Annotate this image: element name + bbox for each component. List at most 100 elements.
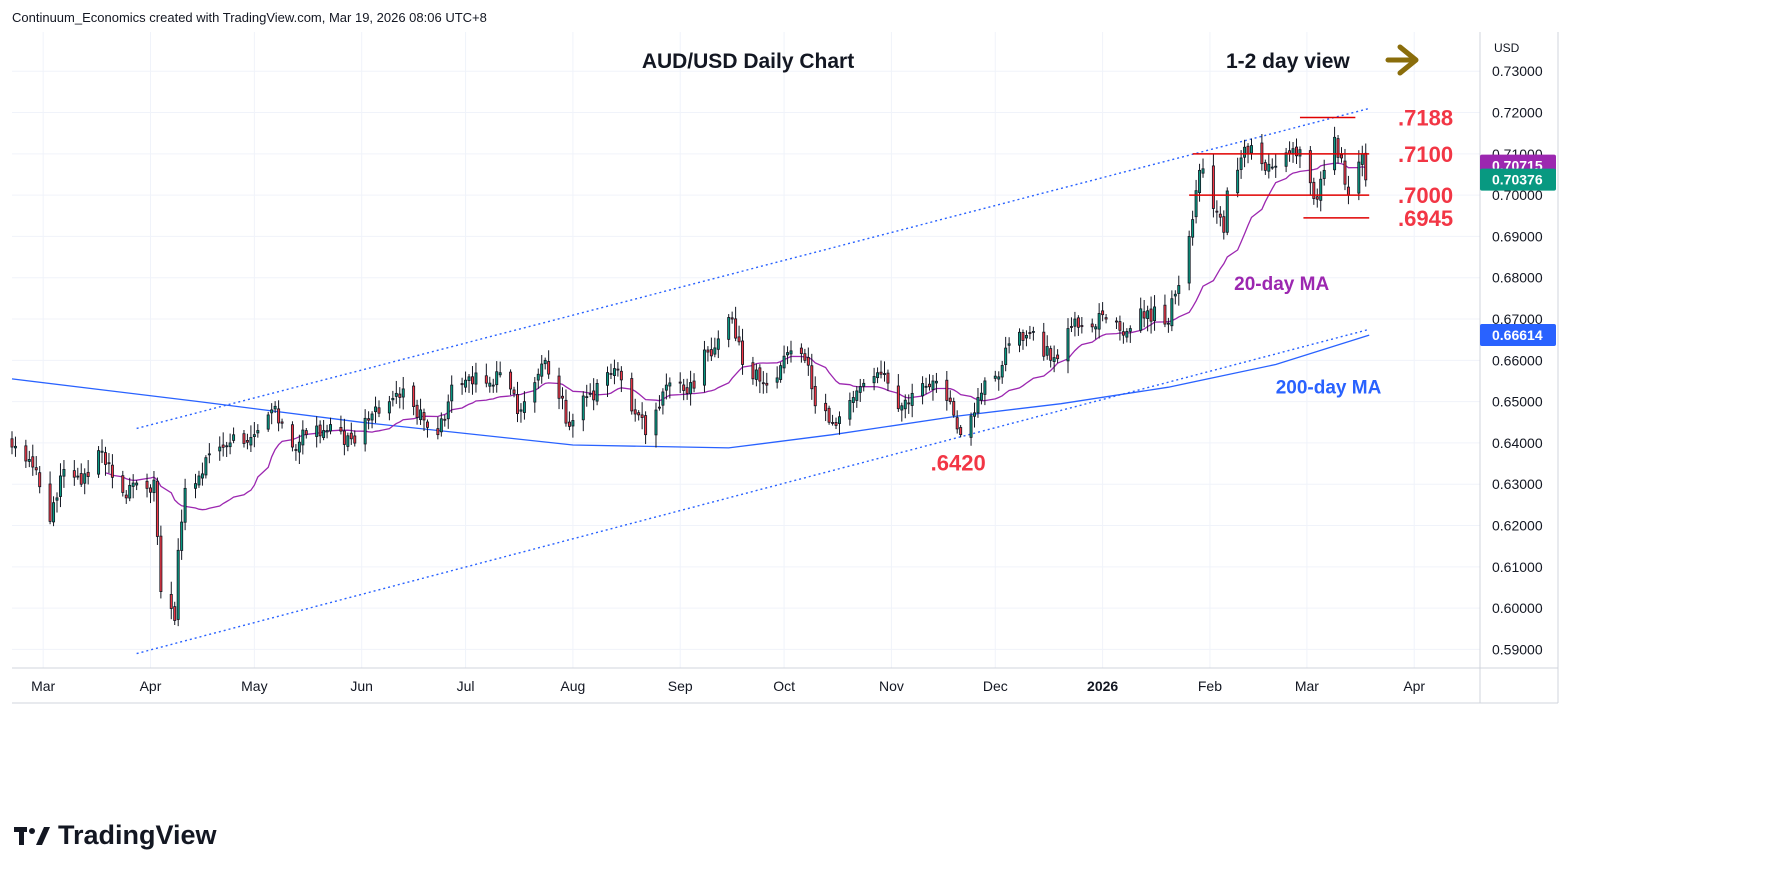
ma20-label: 20-day MA xyxy=(1234,274,1329,295)
candle-down xyxy=(24,445,28,462)
candle-up xyxy=(252,434,256,437)
candle-up xyxy=(176,549,180,620)
candle-up xyxy=(786,352,790,356)
candle-down xyxy=(277,408,281,424)
candle-down xyxy=(592,390,596,401)
candle-up xyxy=(1024,335,1028,339)
candle-down xyxy=(959,427,963,436)
candle-down xyxy=(640,414,644,418)
candle-up xyxy=(838,416,841,424)
candle-down xyxy=(803,353,807,361)
y-tick-label: 0.61000 xyxy=(1492,559,1543,575)
candle-up xyxy=(1198,169,1202,194)
price-chart[interactable]: 0.730000.720000.710000.700000.690000.680… xyxy=(0,0,1778,800)
candle-down xyxy=(1346,186,1350,196)
plot-area xyxy=(12,32,1480,668)
candle-up xyxy=(1270,166,1274,169)
candle-up xyxy=(401,388,405,398)
candle-up xyxy=(450,384,454,402)
candle-down xyxy=(443,418,447,421)
candle-down xyxy=(1114,320,1118,323)
candle-down xyxy=(564,399,568,424)
candle-up xyxy=(900,405,904,411)
candle-up xyxy=(1031,331,1035,333)
candle-up xyxy=(519,409,523,412)
candle-up xyxy=(197,475,201,486)
candle-up xyxy=(1239,157,1243,170)
candle-up xyxy=(322,430,326,438)
candle-down xyxy=(730,317,734,320)
candle-down xyxy=(377,407,381,414)
candle-down xyxy=(609,373,613,375)
candle-down xyxy=(110,464,114,478)
candle-down xyxy=(657,406,661,409)
candle-down xyxy=(633,409,637,415)
channel-upper-line xyxy=(136,107,1370,430)
candle-up xyxy=(346,435,350,447)
x-tick-label: Feb xyxy=(1198,678,1222,694)
candle-down xyxy=(644,415,648,436)
candle-up xyxy=(983,380,987,395)
candle-down xyxy=(412,385,416,407)
candle-up xyxy=(595,382,599,402)
candle-up xyxy=(1322,169,1326,179)
candle-up xyxy=(713,347,717,355)
candle-down xyxy=(810,365,814,390)
candle-down xyxy=(952,401,956,416)
candle-up xyxy=(1018,331,1021,346)
candle-up xyxy=(446,401,450,420)
low-label: .6420 xyxy=(931,451,986,476)
level-label: .7000 xyxy=(1398,183,1453,208)
candle-up xyxy=(218,446,222,452)
candle-up xyxy=(1201,168,1205,174)
candle-down xyxy=(460,383,464,386)
candle-up xyxy=(1170,298,1174,327)
candle-down xyxy=(1312,181,1316,199)
candle-up xyxy=(256,430,260,434)
candle-up xyxy=(329,424,333,432)
candle-down xyxy=(1308,150,1312,184)
candle-down xyxy=(221,444,225,448)
candle-down xyxy=(339,426,343,432)
candle-up xyxy=(1000,365,1004,378)
candle-up xyxy=(921,383,925,397)
candle-down xyxy=(637,412,641,416)
candle-up xyxy=(727,317,731,340)
y-tick-label: 0.64000 xyxy=(1492,435,1543,451)
candle-up xyxy=(1284,152,1288,167)
candle-down xyxy=(879,371,883,375)
candle-down xyxy=(1218,213,1222,218)
candle-up xyxy=(270,409,274,414)
candle-up xyxy=(1267,163,1271,172)
candle-down xyxy=(948,397,952,403)
candle-down xyxy=(706,349,710,353)
chart-container[interactable]: 0.73000 0.72000 0.71000 0.70000 0.69000 0.680… xyxy=(0,0,1778,800)
candle-down xyxy=(1211,165,1215,209)
candle-up xyxy=(301,429,305,446)
candle-up xyxy=(387,401,391,414)
candle-down xyxy=(945,379,949,401)
candle-up xyxy=(1177,285,1181,294)
candle-down xyxy=(415,404,419,418)
ma200-last-badge xyxy=(1480,323,1556,346)
candle-down xyxy=(692,380,696,389)
candle-down xyxy=(509,371,513,390)
candle-up xyxy=(273,405,277,410)
last-price-value: 0.70376 xyxy=(1492,172,1543,188)
candle-down xyxy=(72,470,76,478)
candle-down xyxy=(806,357,810,366)
candle-up xyxy=(100,450,104,453)
candle-up xyxy=(1243,146,1247,158)
x-tick-label: Apr xyxy=(1403,678,1425,694)
candle-down xyxy=(547,361,551,375)
candle-down xyxy=(907,402,911,405)
candle-down xyxy=(1021,332,1025,341)
candle-up xyxy=(498,372,502,376)
candle-up xyxy=(467,376,471,381)
tradingview-brand[interactable]: TradingView xyxy=(14,820,217,851)
candle-up xyxy=(851,397,855,403)
candle-up xyxy=(536,373,540,381)
candle-down xyxy=(619,370,623,381)
candle-down xyxy=(682,384,686,391)
candle-down xyxy=(1149,308,1153,322)
